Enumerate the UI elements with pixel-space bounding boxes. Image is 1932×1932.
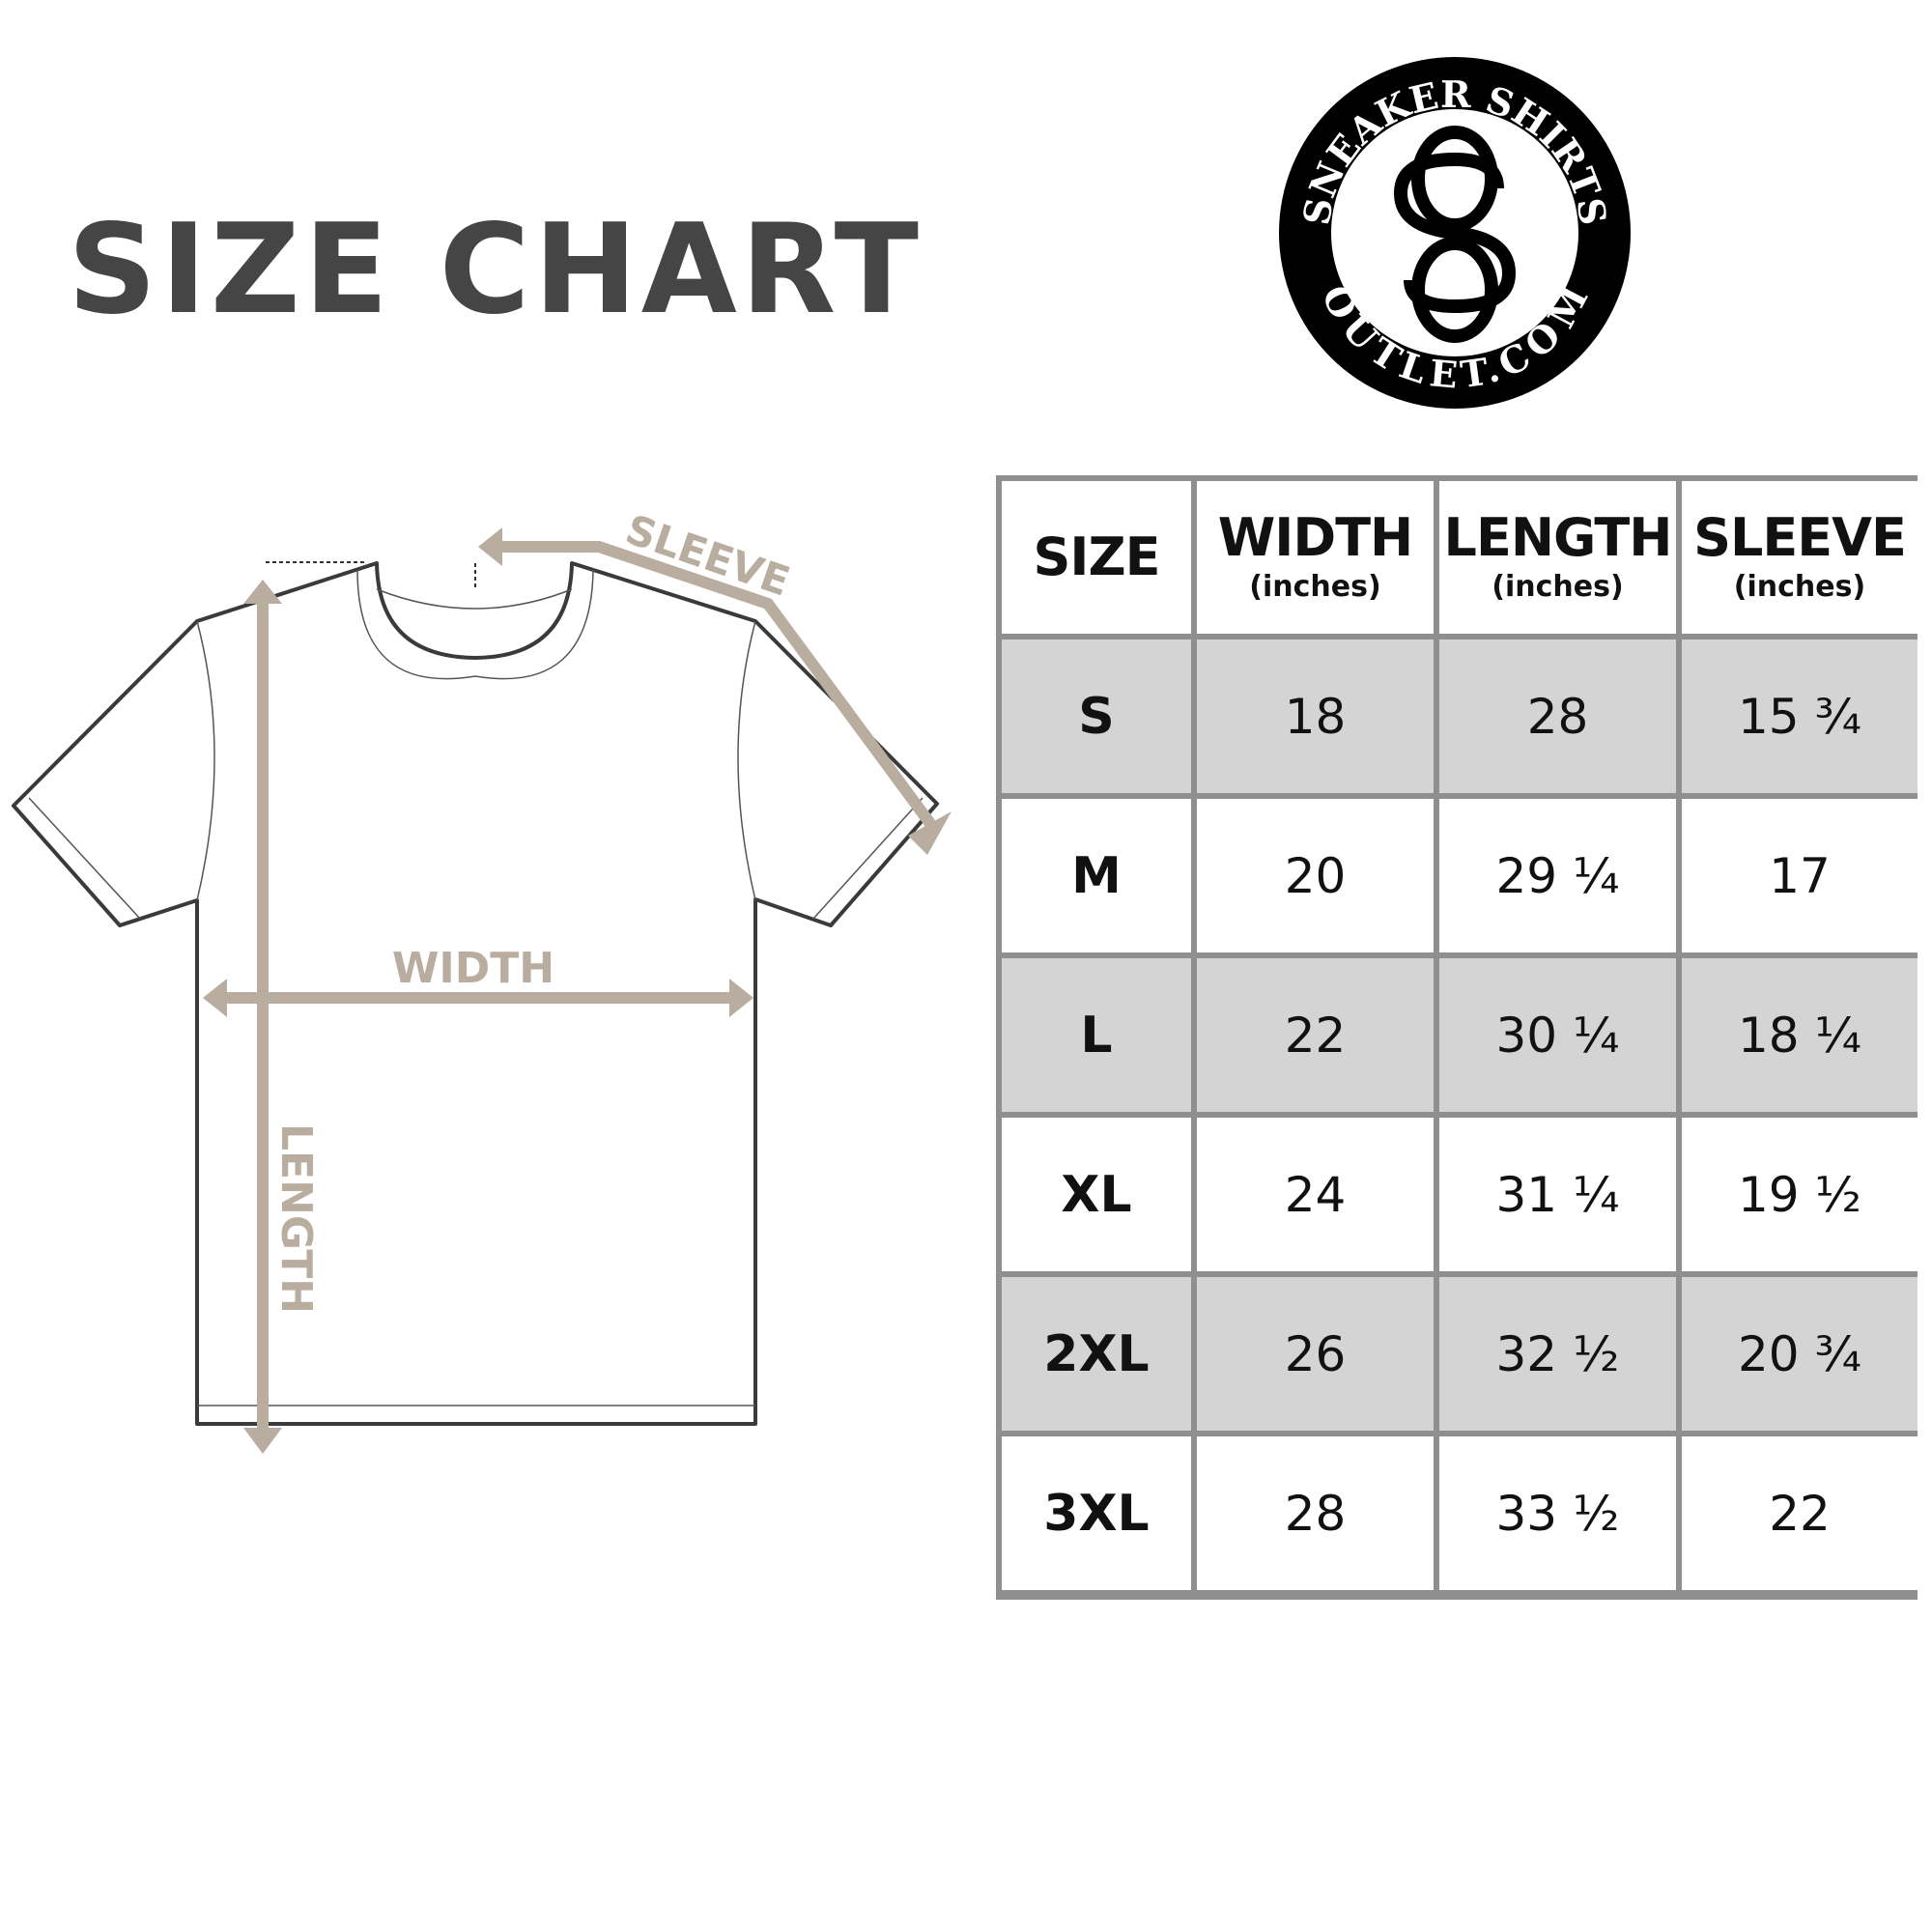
header-label: LENGTH <box>1443 506 1673 568</box>
header-sleeve: SLEEVE (inches) <box>1682 481 1918 634</box>
measurement-value: 31 ¼ <box>1495 1166 1620 1223</box>
measurement-value: 20 <box>1284 847 1347 904</box>
size-label: S <box>1078 687 1115 746</box>
measurement-value: 18 ¼ <box>1738 1007 1861 1064</box>
table-cell: 15 ¾ <box>1682 639 1918 793</box>
header-label: SIZE <box>1033 526 1160 587</box>
shirt-outline <box>12 561 939 1426</box>
measurement-value: 22 <box>1769 1485 1831 1542</box>
table-cell: 3XL <box>1002 1436 1191 1590</box>
measure-arrows <box>203 527 952 1454</box>
header-label: SLEEVE <box>1693 506 1907 568</box>
header-label: WIDTH <box>1217 506 1414 568</box>
sleeve-label: SLEEVE <box>620 505 796 605</box>
width-label: WIDTH <box>392 944 554 993</box>
measurement-value: 19 ½ <box>1738 1166 1861 1223</box>
table-cell: 26 <box>1197 1277 1434 1431</box>
table-cell: 19 ½ <box>1682 1118 1918 1271</box>
measurement-value: 30 ¼ <box>1495 1007 1620 1064</box>
tshirt-diagram: WIDTH LENGTH SLEEVE <box>12 505 952 1454</box>
table-cell: 17 <box>1682 799 1918 952</box>
size-table: SIZE WIDTH (inches) LENGTH (inches) SLEEVE… <box>996 475 1918 1600</box>
table-cell: 18 <box>1197 639 1434 793</box>
table-cell: 2XL <box>1002 1277 1191 1431</box>
measurement-value: 26 <box>1284 1325 1347 1382</box>
measurement-value: 24 <box>1284 1166 1347 1223</box>
table-cell: 32 ½ <box>1439 1277 1676 1431</box>
table-cell: 31 ¼ <box>1439 1118 1676 1271</box>
page-title: SIZE CHART <box>68 198 923 342</box>
size-label: 3XL <box>1043 1484 1150 1543</box>
table-cell: XL <box>1002 1118 1191 1271</box>
measurement-value: 17 <box>1769 847 1831 904</box>
measurement-value: 28 <box>1284 1485 1347 1542</box>
header-unit: (inches) <box>1249 569 1381 604</box>
size-label: L <box>1080 1006 1113 1065</box>
measurement-value: 20 ¾ <box>1738 1325 1861 1382</box>
table-cell: 28 <box>1439 639 1676 793</box>
table-cell: 22 <box>1197 958 1434 1112</box>
measurement-value: 33 ½ <box>1495 1485 1620 1542</box>
measurement-value: 29 ¼ <box>1495 847 1620 904</box>
size-label: XL <box>1061 1165 1132 1224</box>
measurement-value: 18 <box>1284 688 1347 745</box>
sleeve-arrow <box>497 541 942 837</box>
header-length: LENGTH (inches) <box>1439 481 1676 634</box>
measurement-value: 28 <box>1526 688 1589 745</box>
length-label: LENGTH <box>271 1123 321 1314</box>
size-label: 2XL <box>1043 1324 1150 1383</box>
header-size: SIZE <box>1002 481 1191 634</box>
monogram-icon <box>1393 126 1517 343</box>
measurement-value: 15 ¾ <box>1738 688 1861 745</box>
table-cell: L <box>1002 958 1191 1112</box>
table-cell: 28 <box>1197 1436 1434 1590</box>
table-cell: 20 <box>1197 799 1434 952</box>
table-cell: 18 ¼ <box>1682 958 1918 1112</box>
table-cell: M <box>1002 799 1191 952</box>
table-cell: 24 <box>1197 1118 1434 1271</box>
measurement-value: 22 <box>1284 1007 1347 1064</box>
header-unit: (inches) <box>1733 569 1866 604</box>
table-cell: 29 ¼ <box>1439 799 1676 952</box>
measurement-value: 32 ½ <box>1495 1325 1620 1382</box>
table-cell: 30 ¼ <box>1439 958 1676 1112</box>
header-unit: (inches) <box>1492 569 1624 604</box>
table-cell: 33 ½ <box>1439 1436 1676 1590</box>
size-label: M <box>1071 846 1122 905</box>
table-cell: S <box>1002 639 1191 793</box>
brand-logo: SNEAKER SHIRTS OUTLET.COM <box>1279 57 1631 409</box>
header-width: WIDTH (inches) <box>1197 481 1434 634</box>
table-cell: 22 <box>1682 1436 1918 1590</box>
table-cell: 20 ¾ <box>1682 1277 1918 1431</box>
